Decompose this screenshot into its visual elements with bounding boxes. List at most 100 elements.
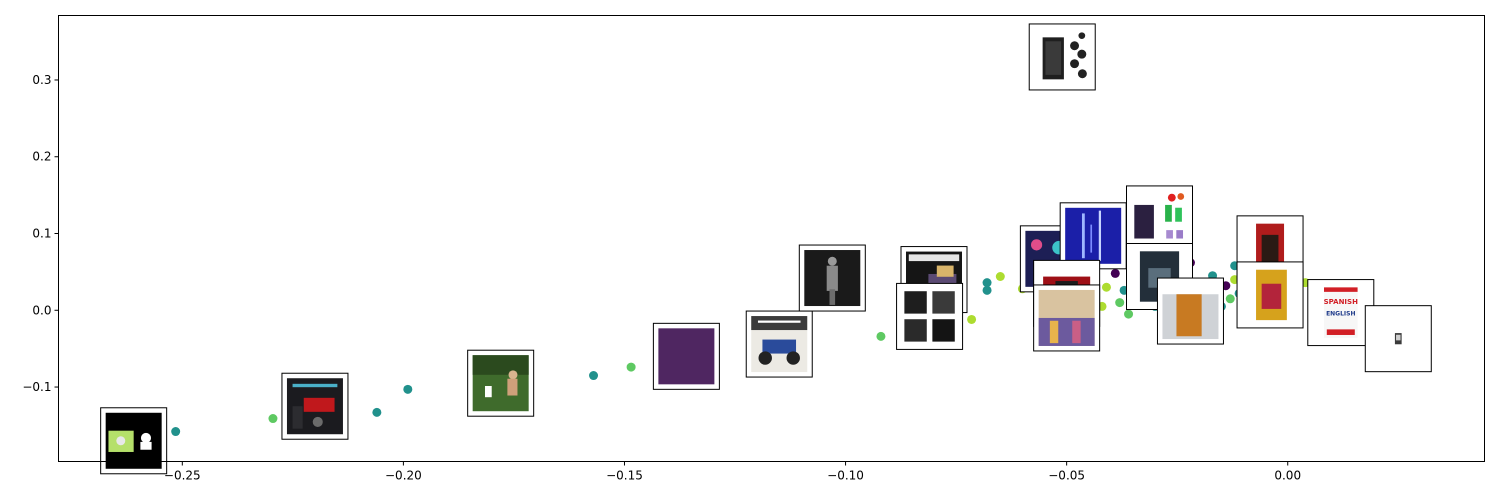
thumbnail-small-device bbox=[1364, 305, 1432, 373]
thumbnail-shape bbox=[508, 370, 518, 380]
thumbnail-shape bbox=[1072, 320, 1081, 344]
thumbnail-shape bbox=[1070, 59, 1080, 69]
thumbnail-shape bbox=[1176, 294, 1202, 337]
thumbnail-shape bbox=[292, 383, 338, 388]
thumbnail-shape bbox=[658, 328, 715, 385]
data-point bbox=[171, 427, 181, 437]
thumbnail-bw-collage bbox=[896, 282, 964, 350]
thumbnail-shape bbox=[1167, 193, 1176, 202]
thumbnail-shape bbox=[1030, 239, 1043, 251]
thumbnail-shape bbox=[507, 378, 518, 396]
thumbnail-text-english: ENGLISH bbox=[1326, 310, 1355, 317]
thumbnail-shape bbox=[1065, 207, 1122, 264]
thumbnail-shape bbox=[1261, 283, 1282, 309]
thumbnail-stickers-sheet bbox=[1126, 185, 1194, 253]
x-tick-label: −0.05 bbox=[1048, 469, 1085, 483]
x-tick-label: −0.20 bbox=[385, 469, 422, 483]
thumbnail-shape bbox=[1090, 224, 1093, 253]
thumbnail-shape bbox=[140, 441, 152, 450]
thumbnail-bw-statue bbox=[798, 244, 866, 312]
thumbnail-shape bbox=[1098, 210, 1102, 262]
thumbnail-shape bbox=[484, 386, 492, 398]
data-point bbox=[403, 384, 413, 394]
thumbnail-shape bbox=[1176, 230, 1184, 239]
thumbnail-shape bbox=[1049, 320, 1059, 344]
thumbnail-shape bbox=[1077, 69, 1087, 79]
y-tick-label: 0.0 bbox=[32, 303, 51, 317]
thumbnail-shape bbox=[904, 291, 927, 314]
thumbnail-shape bbox=[312, 416, 323, 427]
thumbnail-patterned-fabric bbox=[1033, 284, 1101, 352]
thumbnail-shape bbox=[1045, 41, 1062, 75]
thumbnail-shape bbox=[829, 289, 836, 305]
thumbnail-shape bbox=[786, 351, 800, 365]
thumbnail-solid-purple bbox=[652, 322, 720, 390]
data-point bbox=[982, 285, 992, 295]
thumbnail-shape bbox=[936, 265, 954, 277]
thumbnail-spanish-english-book: SPANISH ENGLISH bbox=[1307, 279, 1375, 347]
data-point bbox=[967, 314, 977, 324]
data-point bbox=[876, 331, 886, 341]
plot-frame bbox=[58, 15, 1485, 462]
thumbnail-shape bbox=[1134, 204, 1154, 239]
thumbnail-text-spanish: SPANISH bbox=[1324, 298, 1358, 306]
thumbnail-shape bbox=[932, 319, 955, 342]
thumbnail-rc-truck bbox=[745, 310, 813, 378]
thumbnails-layer: SPANISH ENGLISH bbox=[100, 23, 1432, 475]
thumbnail-orange-panel bbox=[1156, 277, 1224, 345]
thumbnail-shape bbox=[292, 406, 303, 429]
thumbnail-shape bbox=[827, 256, 837, 266]
y-tick-label: −0.1 bbox=[22, 380, 51, 394]
x-axis: −0.25 −0.20 −0.15 −0.10 −0.05 0.00 bbox=[164, 461, 1301, 483]
data-point bbox=[1124, 309, 1134, 319]
data-point bbox=[995, 271, 1005, 281]
thumbnail-black-lime-moose bbox=[100, 407, 168, 475]
thumbnail-dark-red-scooter bbox=[281, 372, 349, 440]
thumbnail-shape bbox=[303, 397, 335, 412]
thumbnail-shape bbox=[1396, 334, 1401, 341]
data-point bbox=[1101, 282, 1111, 292]
thumbnail-shape bbox=[1177, 193, 1185, 200]
thumbnail-shape bbox=[751, 316, 808, 331]
thumbnail-shape bbox=[1081, 213, 1085, 259]
thumbnail-shape bbox=[908, 254, 960, 262]
y-tick-label: 0.2 bbox=[32, 150, 51, 164]
thumbnail-shape bbox=[758, 351, 772, 365]
thumbnail-shape bbox=[1323, 287, 1358, 292]
data-point bbox=[1110, 268, 1120, 278]
thumbnail-shape bbox=[826, 265, 838, 291]
thumbnail-shape bbox=[932, 291, 955, 314]
data-point bbox=[372, 407, 382, 417]
data-point bbox=[1115, 298, 1125, 308]
thumbnail-yellow-book bbox=[1236, 261, 1304, 329]
x-tick-label: −0.10 bbox=[827, 469, 864, 483]
data-point bbox=[589, 371, 599, 381]
x-tick-label: −0.25 bbox=[164, 469, 201, 483]
thumbnail-shape bbox=[904, 319, 927, 342]
x-tick-label: −0.15 bbox=[606, 469, 643, 483]
thumbnail-shape bbox=[1078, 32, 1086, 40]
data-point bbox=[982, 278, 992, 288]
thumbnail-shape bbox=[762, 339, 797, 354]
thumbnail-black-suitcase bbox=[1028, 23, 1096, 91]
thumbnail-shape bbox=[1070, 41, 1080, 51]
thumbnail-blue-lightning bbox=[1059, 202, 1127, 270]
thumbnail-shape bbox=[472, 355, 529, 375]
thumbnail-shape bbox=[1175, 207, 1182, 222]
data-point bbox=[268, 414, 278, 424]
y-tick-label: 0.1 bbox=[32, 227, 51, 241]
thumbnail-shape bbox=[140, 432, 152, 444]
thumbnail-shape bbox=[1261, 234, 1279, 266]
thumbnail-shape bbox=[757, 320, 801, 323]
thumbnail-shape bbox=[1166, 230, 1173, 239]
thumbnail-shape bbox=[1326, 329, 1355, 335]
thumbnail-shape bbox=[1165, 204, 1172, 222]
y-tick-label: 0.3 bbox=[32, 73, 51, 87]
y-axis: −0.1 0.0 0.1 0.2 0.3 bbox=[22, 73, 59, 394]
thumbnail-shape bbox=[116, 436, 126, 446]
data-point bbox=[1225, 294, 1235, 304]
thumbnail-grass-athlete bbox=[467, 349, 535, 417]
thumbnail-shape bbox=[1038, 317, 1095, 346]
